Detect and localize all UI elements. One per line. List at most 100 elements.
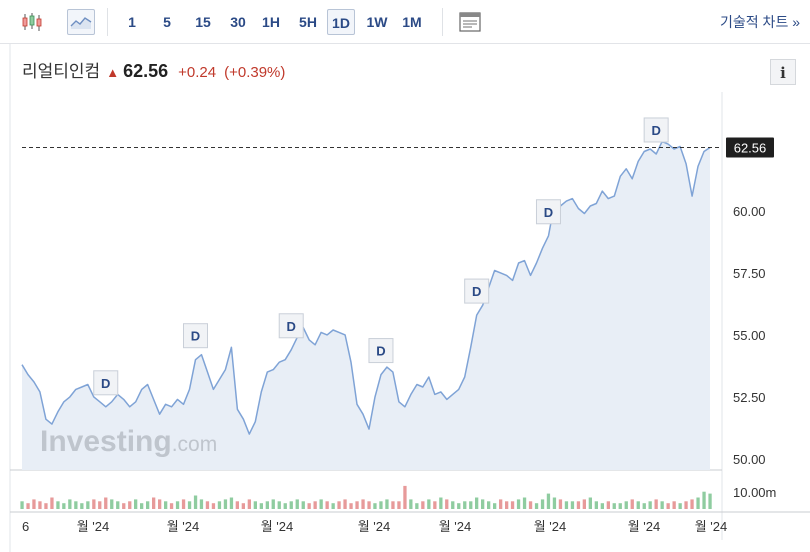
- volume-bar: [307, 503, 311, 509]
- y-tick-label: 55.00: [733, 328, 766, 343]
- x-tick-label: 월 '24: [628, 519, 661, 534]
- info-button[interactable]: i: [770, 59, 796, 85]
- quote-header: 리얼티인컴 ▲ 62.56 +0.24 (+0.39%): [22, 57, 285, 82]
- volume-bar: [313, 501, 317, 509]
- interval-1d[interactable]: 1D: [327, 9, 355, 35]
- volume-bar: [140, 503, 144, 509]
- dividend-marker[interactable]: [368, 338, 394, 364]
- volume-bar: [128, 501, 132, 509]
- volume-bar: [367, 501, 371, 509]
- interval-1[interactable]: 1: [128, 14, 136, 30]
- x-tick-label: 월 '24: [77, 519, 110, 534]
- volume-bar: [648, 501, 652, 509]
- interval-1m[interactable]: 1M: [402, 14, 422, 30]
- volume-bar: [277, 501, 281, 509]
- layout-icon[interactable]: [456, 9, 484, 35]
- volume-bar: [540, 499, 545, 509]
- x-tick-label: 월 '24: [261, 519, 294, 534]
- volume-bar: [164, 501, 168, 509]
- volume-bar: [546, 493, 551, 509]
- volume-bar: [104, 497, 108, 509]
- volume-bar: [493, 503, 497, 509]
- dividend-marker[interactable]: [464, 278, 490, 304]
- volume-bar: [175, 501, 180, 509]
- volume-bar: [445, 499, 449, 509]
- volume-bar: [110, 499, 114, 509]
- volume-bar: [588, 497, 592, 509]
- price-change: +0.24: [178, 64, 217, 81]
- volume-bar: [642, 503, 646, 509]
- volume-bar: [594, 501, 598, 509]
- dividend-marker[interactable]: [93, 370, 119, 396]
- volume-bar: [433, 501, 437, 509]
- volume-bar: [403, 485, 407, 509]
- volume-bar: [50, 497, 54, 509]
- volume-bar: [600, 503, 604, 509]
- volume-bar: [229, 497, 234, 509]
- last-price: 62.56: [123, 61, 169, 81]
- technical-chart-link[interactable]: 기술적 차트 »: [720, 14, 800, 30]
- price-line: [21, 140, 711, 435]
- price-change-percent: (+0.39%): [224, 64, 286, 81]
- dividend-marker-label: D: [651, 123, 660, 138]
- volume-bar: [385, 499, 389, 509]
- volume-bar: [80, 503, 84, 509]
- dividend-marker[interactable]: [535, 199, 561, 225]
- volume-bar: [38, 501, 42, 509]
- x-tick-label: 월 '24: [534, 519, 567, 534]
- dividend-marker[interactable]: [643, 117, 669, 143]
- interval-30[interactable]: 30: [230, 14, 246, 30]
- volume-bar: [355, 501, 359, 509]
- dividend-marker-label: D: [472, 284, 481, 299]
- dividend-marker-label: D: [191, 329, 200, 344]
- volume-bar: [235, 501, 239, 509]
- volume-bar: [690, 499, 694, 509]
- investing-watermark-logo: Investing.com: [40, 425, 217, 458]
- dividend-marker-label: D: [287, 319, 296, 334]
- volume-bar: [528, 501, 533, 509]
- volume-bar: [481, 499, 485, 509]
- volume-bar: [295, 499, 299, 509]
- volume-bar: [630, 499, 634, 509]
- volume-bar: [451, 501, 455, 509]
- line-chart-icon[interactable]: [67, 9, 95, 35]
- volume-bar: [379, 501, 383, 509]
- volume-bar: [169, 503, 174, 509]
- volume-bar: [564, 501, 569, 509]
- volume-bar: [56, 501, 60, 509]
- volume-bar: [349, 503, 353, 509]
- volume-bar: [534, 503, 539, 509]
- interval-1w[interactable]: 1W: [366, 14, 388, 30]
- volume-bar: [391, 501, 395, 509]
- volume-bar: [187, 501, 192, 509]
- interval-5h[interactable]: 5H: [299, 14, 317, 30]
- volume-bar: [44, 503, 48, 509]
- dividend-marker[interactable]: [182, 323, 208, 349]
- dividend-marker-label: D: [544, 205, 553, 220]
- volume-bar: [510, 501, 515, 509]
- candlestick-icon[interactable]: [18, 9, 46, 35]
- volume-bar: [74, 501, 78, 509]
- volume-bar: [457, 503, 461, 509]
- volume-bar: [152, 497, 156, 509]
- volume-bar: [415, 503, 419, 509]
- volume-bar: [181, 499, 186, 509]
- x-tick-label: 월 '24: [439, 519, 472, 534]
- price-area: [22, 141, 710, 470]
- y-tick-label: 57.50: [733, 266, 766, 281]
- interval-5[interactable]: 5: [163, 14, 171, 30]
- volume-bar: [146, 501, 150, 509]
- volume-bar: [612, 503, 616, 509]
- volume-bar: [660, 501, 664, 509]
- volume-bar: [684, 501, 688, 509]
- volume-bar: [217, 501, 222, 509]
- y-tick-label: 60.00: [733, 204, 766, 219]
- volume-bar: [158, 499, 162, 509]
- y-tick-label: 52.50: [733, 390, 766, 405]
- volume-bar: [469, 501, 473, 509]
- interval-15[interactable]: 15: [195, 14, 211, 30]
- volume-bar: [122, 503, 126, 509]
- interval-1h[interactable]: 1H: [262, 14, 280, 30]
- dividend-marker[interactable]: [278, 313, 304, 339]
